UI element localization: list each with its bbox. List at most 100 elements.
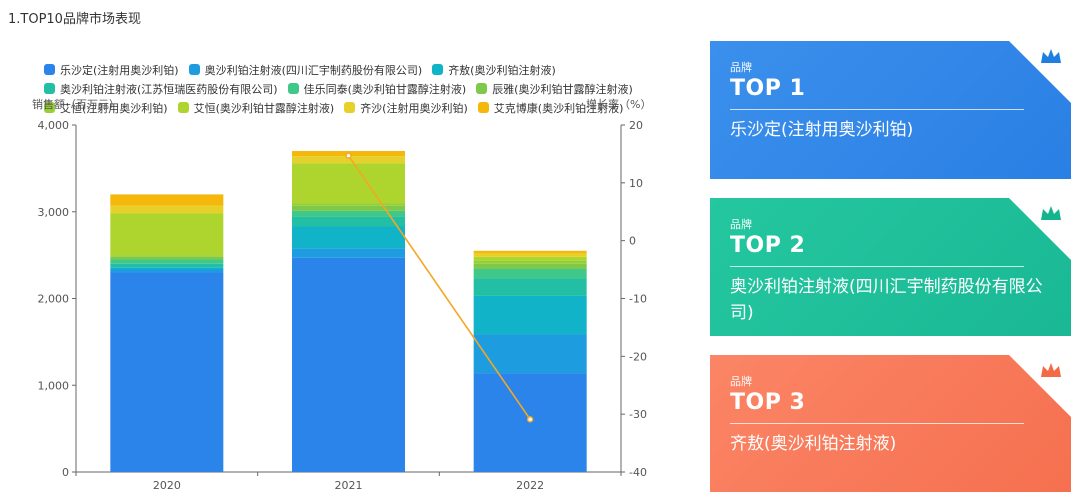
bar-segment: [292, 210, 405, 217]
bar-segment: [292, 203, 405, 206]
growth-line-path: [347, 155, 531, 420]
legend-swatch: [177, 102, 189, 113]
legend-swatch: [44, 102, 55, 113]
bar-segment: [110, 213, 224, 256]
bar-segment: [473, 256, 587, 261]
y-tick-label: 1,000: [38, 379, 70, 392]
bar-segment: [110, 272, 224, 472]
card-kicker: 品牌: [730, 375, 752, 388]
growth-point: [345, 152, 352, 159]
growth-point: [526, 416, 534, 423]
x-tick-label: 2020: [153, 479, 181, 492]
legend-swatch: [476, 83, 488, 94]
top1-card[interactable]: 品牌 TOP 1 乐沙定(注射用奥沙利铂): [710, 41, 1071, 179]
bar-segment: [292, 257, 405, 472]
card-corner: [1009, 41, 1071, 103]
y-tick-label: 2,000: [38, 293, 70, 306]
legend-swatch: [344, 102, 356, 113]
y-tick-label: 0: [62, 466, 69, 479]
legend-row: 奥沙利铂注射液(江苏恒瑞医药股份有限公司) 佳乐同泰(奥沙利铂甘露醇注射液) 辰…: [44, 79, 664, 98]
legend-item[interactable]: 奥沙利铂注射液(江苏恒瑞医药股份有限公司): [44, 81, 278, 97]
bar-segment: [110, 255, 224, 257]
y2-tick-label: 0: [629, 235, 636, 248]
card-kicker: 品牌: [730, 218, 752, 231]
legend-swatch: [188, 64, 200, 75]
card-corner: [1009, 355, 1071, 417]
stacked-bar-chart: 销售额（百万元） 增长率（%） 0 1,000 2,000 3,000 4,000 -40…: [32, 97, 651, 492]
bar-segment: [473, 334, 587, 374]
top3-card[interactable]: 品牌 TOP 3 齐敖(奥沙利铂注射液): [710, 355, 1071, 492]
y2-tick-label: 20: [629, 119, 643, 132]
y-axis-title-left: 销售额（百万元）: [32, 97, 120, 111]
legend-label: 辰雅(奥沙利铂甘露醇注射液): [492, 82, 633, 96]
card-brand-name: 乐沙定(注射用奥沙利铂): [730, 120, 914, 140]
legend-row: 乐沙定(注射用奥沙利铂) 奥沙利铂注射液(四川汇宇制药股份有限公司) 齐敖(奥沙…: [44, 60, 664, 79]
y-tick-label: 3,000: [38, 206, 70, 219]
bar-segment: [292, 226, 405, 249]
bar-segment: [473, 253, 587, 257]
x-tick-label: 2021: [335, 479, 363, 492]
bar-segment: [292, 216, 405, 227]
legend-label: 艾恒(注射用奥沙利铂): [60, 101, 168, 115]
card-divider: [730, 423, 1024, 424]
y2-tick-label: 10: [629, 177, 643, 190]
bar-segment: [292, 163, 405, 204]
crown-icon: [1041, 206, 1061, 220]
legend-swatch: [287, 83, 299, 94]
growth-rate-line: [345, 152, 534, 423]
bar-segment: [473, 295, 587, 335]
legend-label: 奥沙利铂注射液(江苏恒瑞医药股份有限公司): [60, 82, 278, 96]
bar-segment: [110, 267, 224, 270]
legend-item[interactable]: 艾恒(注射用奥沙利铂): [44, 100, 168, 116]
bar-segment: [292, 156, 405, 164]
x-tick-label: 2022: [516, 479, 544, 492]
card-brand-name: 奥沙利铂注射液(四川汇宇制药股份有限公司): [730, 277, 1043, 323]
bar-segment: [110, 205, 224, 214]
legend-swatch: [44, 83, 55, 94]
card-rank: TOP 2: [730, 233, 806, 258]
page-title: 1.TOP10品牌市场表现: [8, 12, 141, 27]
card-divider: [730, 109, 1024, 110]
y-tick-label: 4,000: [38, 119, 70, 132]
bar-segment: [292, 205, 405, 211]
legend-item[interactable]: 奥沙利铂注射液(四川汇宇制药股份有限公司): [188, 62, 423, 78]
legend-swatch: [44, 64, 55, 75]
y2-tick-label: -20: [629, 350, 647, 363]
y2-tick-label: -30: [629, 408, 647, 421]
legend-item[interactable]: 齐敖(奥沙利铂注射液): [432, 62, 556, 78]
crown-icon: [1041, 49, 1061, 63]
bar-segment: [473, 269, 587, 279]
bar-segment: [110, 256, 224, 260]
legend-label: 乐沙定(注射用奥沙利铂): [60, 63, 179, 77]
legend-item[interactable]: 齐沙(注射用奥沙利铂): [344, 100, 468, 116]
legend-label: 奥沙利铂注射液(四川汇宇制药股份有限公司): [204, 63, 423, 77]
card-rank: TOP 1: [730, 76, 806, 101]
bar-segment: [473, 263, 587, 270]
bar-segment: [110, 194, 224, 206]
legend-item[interactable]: 艾克博康(奥沙利铂注射液): [477, 100, 624, 116]
legend-item[interactable]: 艾恒(奥沙利铂甘露醇注射液): [177, 100, 334, 116]
bar-segment: [473, 278, 587, 296]
legend-item[interactable]: 辰雅(奥沙利铂甘露醇注射液): [476, 81, 633, 97]
legend-swatch: [432, 64, 444, 75]
crown-icon: [1041, 363, 1061, 377]
legend-label: 佳乐同泰(奥沙利铂甘露醇注射液): [303, 82, 467, 96]
y2-tick-label: -40: [629, 466, 647, 479]
legend-label: 齐沙(注射用奥沙利铂): [360, 101, 468, 115]
legend-label: 齐敖(奥沙利铂注射液): [448, 63, 556, 77]
bar-segment: [473, 250, 587, 254]
bar-segment: [292, 248, 405, 258]
legend-swatch: [477, 102, 489, 113]
card-divider: [730, 266, 1024, 267]
card-kicker: 品牌: [730, 61, 752, 74]
card-rank: TOP 3: [730, 390, 806, 415]
legend-item[interactable]: 乐沙定(注射用奥沙利铂): [44, 62, 179, 78]
y-axis-title-right: 增长率（%）: [586, 97, 651, 111]
card-brand-name: 齐敖(奥沙利铂注射液): [730, 434, 897, 454]
y2-tick-label: -10: [629, 293, 647, 306]
bar-segment: [473, 260, 587, 264]
top2-card[interactable]: 品牌 TOP 2 奥沙利铂注射液(四川汇宇制药股份有限公司): [710, 198, 1071, 336]
legend-label: 艾克博康(奥沙利铂注射液): [493, 101, 624, 115]
legend-item[interactable]: 佳乐同泰(奥沙利铂甘露醇注射液): [287, 81, 467, 97]
chart-legend: 乐沙定(注射用奥沙利铂) 奥沙利铂注射液(四川汇宇制药股份有限公司) 齐敖(奥沙…: [44, 60, 664, 117]
